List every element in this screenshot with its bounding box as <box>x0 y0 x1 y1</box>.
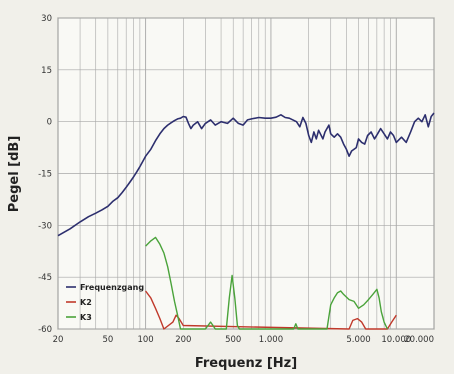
y-tick-label: -15 <box>38 170 52 180</box>
series-line-k3 <box>145 236 389 330</box>
series-group <box>57 112 435 330</box>
x-axis-title: Frequenz [Hz] <box>195 356 297 371</box>
x-tick-label: 20 <box>53 335 64 345</box>
x-tick-label: 200 <box>175 335 191 345</box>
legend: Frequenzgang K2 K3 <box>66 283 144 322</box>
x-tick-label: 50 <box>102 335 113 345</box>
legend-label-k3: K3 <box>80 313 92 322</box>
x-tick-label: 5.000 <box>346 335 370 345</box>
y-tick-label: 30 <box>41 14 52 24</box>
legend-label-frequenzgang: Frequenzgang <box>80 283 144 292</box>
x-tick-label: 20.000 <box>404 335 434 345</box>
y-tick-label: -60 <box>38 325 52 335</box>
y-tick-label: 15 <box>41 66 52 76</box>
series-line-frequenzgang <box>57 112 435 237</box>
legend-label-k2: K2 <box>80 298 92 307</box>
x-tick-label: 1.000 <box>259 335 283 345</box>
y-axis-ticks: 30 15 0 -15 -30 -45 -60 <box>38 14 52 335</box>
y-axis-title: Pegel [dB] <box>7 136 22 213</box>
y-tick-label: 0 <box>47 118 52 128</box>
y-tick-label: -30 <box>38 221 52 231</box>
x-tick-label: 10.000 <box>381 335 411 345</box>
series-line-k2 <box>145 290 397 330</box>
x-tick-label: 100 <box>137 335 153 345</box>
y-tick-label: -45 <box>38 273 52 283</box>
x-tick-label: 500 <box>225 335 241 345</box>
